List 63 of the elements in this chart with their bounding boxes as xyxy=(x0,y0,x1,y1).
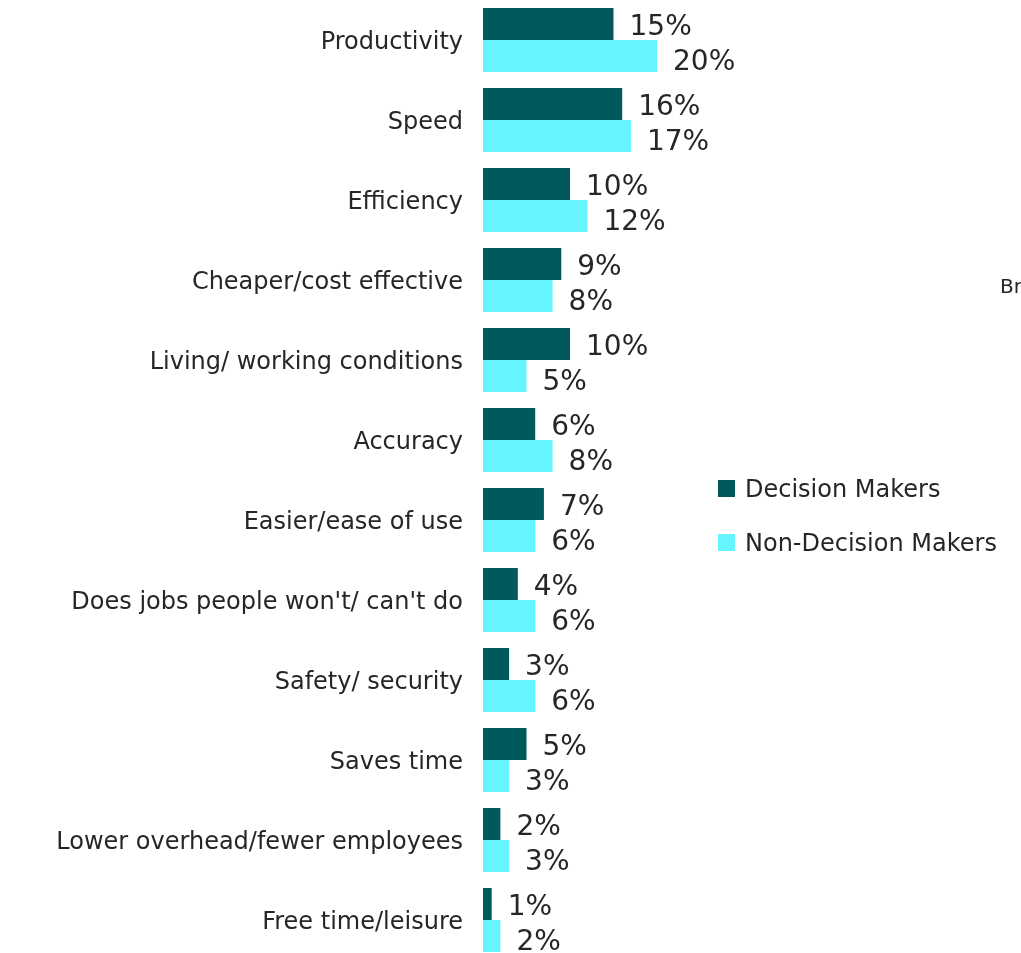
y-tick-label: Productivity xyxy=(320,27,463,55)
bar xyxy=(483,120,631,152)
bar xyxy=(483,568,518,600)
bar xyxy=(483,360,527,392)
bar xyxy=(483,728,527,760)
y-tick-label: Safety/ security xyxy=(274,667,463,695)
data-label: 10% xyxy=(586,329,649,362)
bar xyxy=(483,328,570,360)
data-label: 4% xyxy=(533,569,579,602)
bar xyxy=(483,248,562,280)
y-tick-label: Cheaper/cost effective xyxy=(191,267,463,295)
bar xyxy=(483,808,501,840)
y-tick-label: Easier/ease of use xyxy=(243,507,463,535)
data-label: 6% xyxy=(551,409,596,442)
y-tick-label: Free time/leisure xyxy=(262,907,463,935)
bar xyxy=(483,40,657,72)
data-label: 10% xyxy=(586,169,649,202)
y-tick-label: Does jobs people won't/ can't do xyxy=(71,587,463,615)
bar xyxy=(483,408,536,440)
bar xyxy=(483,840,510,872)
data-label: 12% xyxy=(603,204,666,237)
bar xyxy=(483,168,570,200)
data-label: 9% xyxy=(577,249,622,282)
data-label: 5% xyxy=(542,729,587,762)
y-tick-label: Efficiency xyxy=(347,187,463,215)
data-label: 7% xyxy=(559,489,605,522)
y-tick-label: Speed xyxy=(387,107,463,135)
data-label: 3% xyxy=(525,844,570,877)
y-tick-label: Accuracy xyxy=(353,427,463,455)
data-label: 20% xyxy=(673,44,736,77)
data-label: 8% xyxy=(568,284,614,317)
legend-label: Non-Decision Makers xyxy=(745,529,997,557)
data-label: 16% xyxy=(638,89,701,122)
bar xyxy=(483,648,510,680)
bar xyxy=(483,600,536,632)
bar xyxy=(483,440,553,472)
y-tick-label: Living/ working conditions xyxy=(149,347,463,375)
bar xyxy=(483,760,510,792)
y-tick-label: Saves time xyxy=(329,747,463,775)
data-label: 3% xyxy=(525,764,570,797)
data-label: 2% xyxy=(516,809,561,842)
data-label: 6% xyxy=(551,684,596,717)
bar xyxy=(483,488,544,520)
bar xyxy=(483,520,536,552)
bar xyxy=(483,8,614,40)
data-label: 17% xyxy=(646,124,710,157)
bar xyxy=(483,200,588,232)
bar xyxy=(483,280,553,312)
data-label: 5% xyxy=(542,364,587,397)
text: Br xyxy=(1000,274,1021,298)
bar xyxy=(483,88,623,120)
data-label: 3% xyxy=(525,649,570,682)
bar xyxy=(483,680,536,712)
data-label: 15% xyxy=(629,9,692,42)
bar xyxy=(483,888,492,920)
y-tick-label: Lower overhead/fewer employees xyxy=(56,827,463,855)
data-label: 2% xyxy=(516,924,561,953)
data-label: 8% xyxy=(568,444,614,477)
bar xyxy=(483,920,501,952)
data-label: 6% xyxy=(551,604,596,637)
data-label: 1% xyxy=(507,889,553,922)
legend-label: Decision Makers xyxy=(745,475,941,503)
data-label: 6% xyxy=(551,524,596,557)
